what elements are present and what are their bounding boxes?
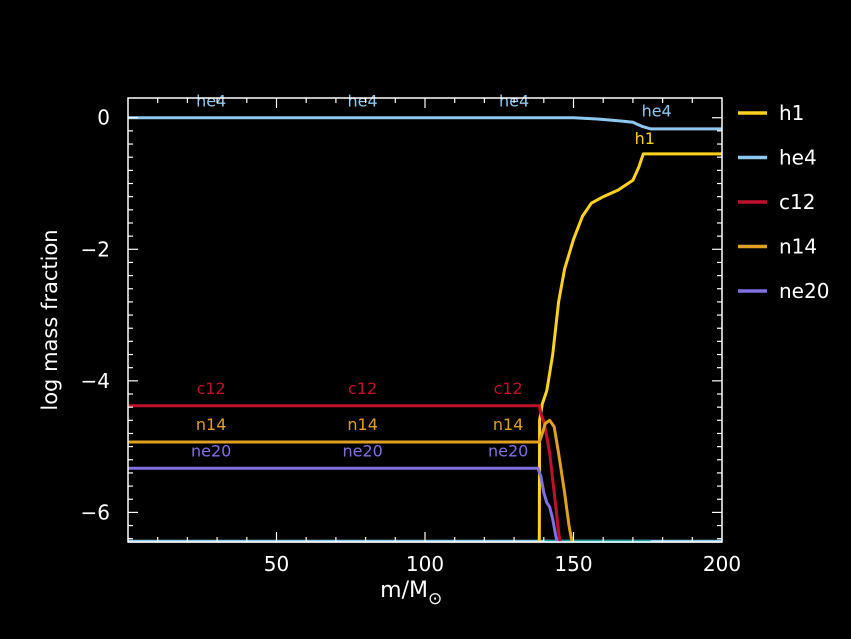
y-tick-label: −4 <box>81 369 110 393</box>
series-label-he4: he4 <box>642 101 672 120</box>
series-line-n14 <box>128 418 574 543</box>
series-label-c12: c12 <box>197 379 226 398</box>
y-tick-label: 0 <box>97 106 110 130</box>
x-axis-label-subscript: ⊙ <box>428 589 442 609</box>
legend: h1 he4 c12 n14 ne20 <box>738 101 829 303</box>
series-label-c12: c12 <box>494 379 523 398</box>
y-tick-label: −2 <box>81 237 110 261</box>
legend-label-c12: c12 <box>779 190 815 214</box>
series-label-n14: n14 <box>196 415 227 434</box>
axes: 50 100 150 200 0 −2 −4 −6 <box>81 97 741 576</box>
series-label-ne20: ne20 <box>342 441 382 460</box>
y-tick-label: −6 <box>81 500 110 524</box>
x-axis-label: m/M <box>380 578 428 603</box>
y-axis-label: log mass fraction <box>38 229 62 410</box>
legend-label-h1: h1 <box>779 101 804 125</box>
x-tick-label: 50 <box>264 552 289 576</box>
series-line-ne20 <box>128 466 559 543</box>
series-label-n14: n14 <box>347 415 378 434</box>
series-label-c12: c12 <box>348 379 377 398</box>
x-tick-label: 150 <box>554 552 592 576</box>
legend-label-he4: he4 <box>779 146 817 170</box>
x-axis-label-text: m/M <box>380 578 428 603</box>
series-line-he4 <box>128 116 722 131</box>
legend-label-n14: n14 <box>779 235 817 259</box>
x-tick-label: 100 <box>406 552 444 576</box>
series-label-he4: he4 <box>196 92 226 111</box>
series-line-c12 <box>128 404 562 543</box>
series-label-he4: he4 <box>348 92 378 111</box>
series-label-ne20: ne20 <box>191 441 231 460</box>
series-label-n14: n14 <box>493 415 524 434</box>
series-line-h1 <box>537 152 722 543</box>
legend-label-ne20: ne20 <box>779 279 829 303</box>
x-tick-label: 200 <box>703 552 741 576</box>
series-label-ne20: ne20 <box>488 441 528 460</box>
series-label-h1: h1 <box>635 129 655 148</box>
